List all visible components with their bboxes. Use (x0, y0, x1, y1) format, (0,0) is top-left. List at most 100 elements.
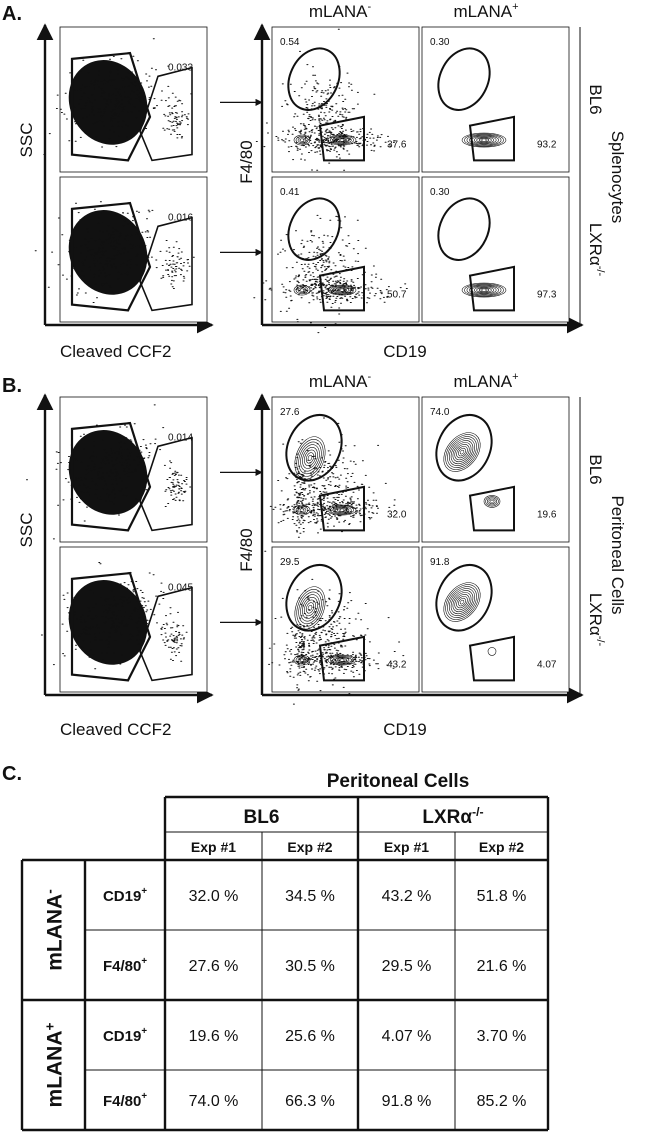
panel-b-letter: B. (2, 375, 22, 397)
panel-b-row2-mlana-pos-plot-f480-value: 91.8 (430, 557, 450, 568)
table-cell: 74.0 % (189, 1093, 239, 1110)
panel-b-row2-mlana-pos-plot-f480-gate (435, 564, 493, 632)
panel-b-row1-ccf2-plot-gated-events (163, 462, 192, 507)
panel-a-letter: A. (2, 3, 22, 25)
panel-a-row2-label: LXRα-/- (586, 223, 606, 277)
panel-b-cd19-label: CD19 (383, 720, 426, 739)
table-group-1: BL6 (244, 807, 280, 828)
panel-a-row2-mlana-pos-plot-cd19-value: 97.3 (537, 289, 557, 300)
panel-a-ssc-label: SSC (17, 123, 36, 158)
table-cell: 51.8 % (477, 888, 527, 905)
panel-b-row1-mlana-neg-plot-population (264, 417, 396, 554)
panel-a-row2-ccf2-plot-parent-gate (70, 201, 152, 312)
panel-b-row2-mlana-neg-plot: 29.5 43.2 (268, 546, 445, 705)
panel-a-row1-mlana-pos-plot: 0.30 93.2 (421, 26, 570, 173)
panel-b-row2-ccf2-plot-population (40, 562, 172, 677)
panel-a-row2-mlana-pos-plot-frame (421, 176, 570, 323)
panel-b-row2-mlana-neg-plot-population (268, 578, 445, 705)
panel-a-row2-ccf2-plot: 0.016 (34, 176, 208, 323)
panel-a-row1-ccf2-plot-parent-gate (70, 51, 152, 162)
panel-a-row1-mlana-pos-plot-population (461, 132, 507, 148)
table-cell: 66.3 % (285, 1093, 335, 1110)
panel-b-row2-mlana-pos-plot-cd19-value: 4.07 (537, 659, 557, 670)
table-cell: 27.6 % (189, 958, 239, 975)
panel-a-row2-ccf2-plot-ccf2-gate (139, 216, 193, 312)
table-cell: 19.6 % (189, 1028, 239, 1045)
panel-b-row1-ccf2-plot-parent-gate (70, 421, 152, 532)
panel-a-row2-mlana-neg-plot-population (253, 214, 408, 334)
panel-a-row2-mlana-neg-plot-frame (271, 176, 420, 323)
table-exp-header-4: Exp #2 (479, 839, 524, 855)
table-cell: 34.5 % (285, 888, 335, 905)
panel-a-row2-mlana-neg-plot-cd19-gate (318, 265, 365, 312)
panel-b-row1-ccf2-plot-gate-value: 0.014 (168, 433, 193, 444)
panel-b-row1-mlana-neg-plot-f480-value: 27.6 (280, 407, 300, 418)
panel-a-row2-mlana-pos-plot-population (461, 282, 507, 298)
panel-a-row2-mlana-neg-plot: 0.41 50.7 (253, 176, 420, 334)
panel-b-row2-ccf2-plot-gated-events (160, 611, 188, 662)
panel-a-row2-ccf2-plot-gate-value: 0.016 (168, 213, 193, 224)
table-rowgroup-1: mLANA- (43, 889, 67, 971)
panel-b-row1-mlana-neg-plot-cd19-value: 32.0 (387, 509, 407, 520)
panel-b-row1-mlana-pos-plot: 74.0 19.6 (421, 396, 570, 543)
table-rowgroup-2: mLANA+ (43, 1022, 67, 1107)
panel-a-row2-mlana-neg-plot-f480-value: 0.41 (280, 187, 300, 198)
table-cell: 25.6 % (285, 1028, 335, 1045)
table-exp-header-2: Exp #2 (287, 839, 332, 855)
panel-a-row1-ccf2-plot-ccf2-gate (139, 66, 193, 162)
panel-c-letter: C. (2, 763, 22, 785)
panel-b-row1-mlana-neg-plot-frame (271, 396, 420, 543)
panel-a-row2-mlana-pos-plot-f480-gate (437, 197, 491, 261)
panel-a-ccf2-label: Cleaved CCF2 (60, 342, 172, 361)
table-cell: 29.5 % (382, 958, 432, 975)
panel-b-row1-ccf2-plot-ccf2-gate (139, 436, 193, 532)
panel-a-row1-mlana-pos-plot-frame (421, 26, 570, 173)
panel-b-title: Peritoneal Cells (608, 495, 627, 614)
panel-c-table: C. Peritoneal Cells BL6 LXRα-/- Exp #1 Exp … (2, 763, 550, 1132)
panel-b-row2-mlana-pos-plot-frame (421, 546, 570, 693)
panel-a-row1-ccf2-plot-gate-value: 0.033 (168, 63, 193, 74)
panel-a-row2-mlana-neg-plot-f480-gate (287, 197, 341, 261)
table-marker-1-2: F4/80+ (103, 956, 147, 975)
panel-a-row1-mlana-pos-plot-cd19-value: 93.2 (537, 139, 557, 150)
panel-a-cd19-label: CD19 (383, 342, 426, 361)
panel-a-row1-mlana-pos-plot-cd19-gate (468, 115, 515, 162)
panel-b-col-neg: mLANA- (309, 371, 372, 391)
panel-b-row2-mlana-pos-plot-cd19-gate (468, 635, 515, 682)
panel-a-row1-label: BL6 (586, 84, 605, 114)
panel-b-row1-mlana-pos-plot-f480-gate (435, 414, 493, 482)
panel-b-row2-mlana-neg-plot-frame (271, 546, 420, 693)
panel-b-row1-mlana-pos-plot-frame (421, 396, 570, 543)
panel-b-row2-ccf2-plot-parent-gate (70, 571, 152, 682)
panel-b-f480-label: F4/80 (237, 528, 256, 571)
panel-a-col-neg: mLANA- (309, 1, 372, 21)
table-cell: 3.70 % (477, 1028, 527, 1045)
panel-b-row2-label: LXRα-/- (586, 593, 606, 647)
panel-b-row1-mlana-pos-plot-f480-value: 74.0 (430, 407, 450, 418)
panel-a-row1-ccf2-plot: 0.033 (43, 26, 208, 173)
panel-a-row1-mlana-neg-plot-f480-value: 0.54 (280, 37, 300, 48)
panel-b-row1-mlana-neg-plot-cd19-gate (318, 485, 365, 532)
panel-b-ccf2-label: Cleaved CCF2 (60, 720, 172, 739)
panel-a-f480-label: F4/80 (237, 140, 256, 183)
table-marker-2-1: CD19+ (103, 1026, 147, 1045)
panel-b-row1-ccf2-plot-population (26, 404, 171, 540)
panel-b-row1-mlana-pos-plot-cd19-gate (468, 485, 515, 532)
panel-a: A. SSC Cleaved CCF2 F4/80 CD19 mLANA- mL… (2, 1, 627, 361)
table-title: Peritoneal Cells (327, 771, 470, 792)
table-cell: 43.2 % (382, 888, 432, 905)
flow-plots: 0.033 0.54 37.6 0.30 93.2 BL6 0.016 0.41 50.7 0.3… (26, 23, 606, 705)
panel-a-title: Splenocytes (608, 131, 627, 224)
panel-b: B. SSC Cleaved CCF2 F4/80 CD19 mLANA- mL… (2, 371, 627, 739)
panel-a-row1-ccf2-plot-population (43, 38, 170, 155)
table-cell: 21.6 % (477, 958, 527, 975)
panel-a-row1-mlana-neg-plot-cd19-gate (318, 115, 365, 162)
panel-a-row2-mlana-pos-plot-f480-value: 0.30 (430, 187, 450, 198)
panel-b-row1-mlana-neg-plot: 27.6 32.0 (264, 396, 420, 554)
panel-a-row1-mlana-pos-plot-f480-gate (437, 47, 491, 111)
panel-a-col-pos: mLANA+ (453, 1, 518, 21)
panel-b-ssc-label: SSC (17, 513, 36, 548)
table-exp-header-1: Exp #1 (191, 839, 236, 855)
panel-b-row2-mlana-neg-plot-cd19-value: 43.2 (387, 659, 407, 670)
